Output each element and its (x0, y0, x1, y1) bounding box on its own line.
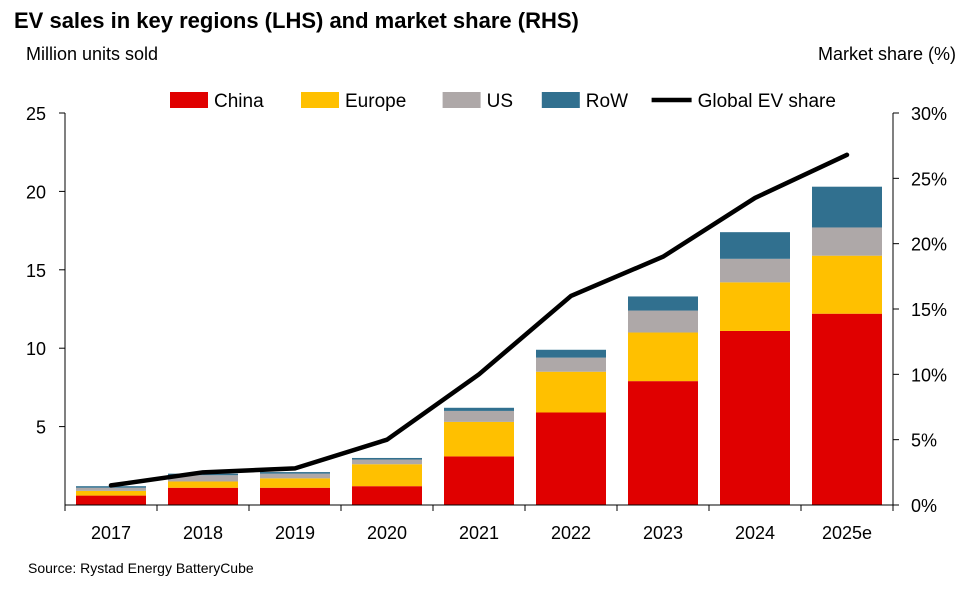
right-axis-tick-label: 0% (911, 496, 937, 516)
right-axis-label: Market share (%) (817, 44, 956, 64)
bar-europe-2019 (260, 478, 330, 488)
bar-row-2024 (720, 232, 790, 259)
bar-china-2018 (168, 487, 238, 505)
x-axis-label: 2020 (367, 523, 407, 543)
bar-china-2021 (444, 456, 514, 505)
right-axis-tick-label: 30% (911, 104, 947, 124)
bar-europe-2017 (76, 490, 146, 496)
bar-europe-2018 (168, 481, 238, 488)
x-axis-label: 2023 (643, 523, 683, 543)
bar-row-2023 (628, 296, 698, 311)
legend-label-china: China (214, 91, 264, 112)
right-axis-tick-label: 20% (911, 235, 947, 255)
bar-us-2023 (628, 310, 698, 333)
bar-china-2022 (536, 412, 606, 505)
left-axis-tick-label: 25 (26, 104, 46, 124)
x-axis-label: 2018 (183, 523, 223, 543)
bar-us-2020 (352, 459, 422, 465)
bar-china-2020 (352, 486, 422, 505)
bar-china-2025e (812, 313, 882, 505)
x-axis-label: 2025e (822, 523, 872, 543)
chart-title: EV sales in key regions (LHS) and market… (14, 8, 579, 33)
bar-us-2024 (720, 258, 790, 283)
right-axis-tick-label: 5% (911, 431, 937, 451)
bar-us-2017 (76, 487, 146, 491)
x-axis-label: 2021 (459, 523, 499, 543)
legend-label-global-ev-share: Global EV share (698, 91, 836, 112)
right-axis-tick-label: 10% (911, 365, 947, 385)
bar-row-2020 (352, 457, 422, 460)
left-axis-tick-label: 5 (36, 418, 46, 438)
legend-swatch-europe (301, 92, 339, 108)
x-axis-label: 2017 (91, 523, 131, 543)
x-axis-label: 2024 (735, 523, 775, 543)
left-axis-tick-label: 15 (26, 261, 46, 281)
legend-swatch-china (170, 92, 208, 108)
bar-europe-2022 (536, 371, 606, 413)
bar-europe-2023 (628, 332, 698, 382)
right-axis-tick-label: 15% (911, 300, 947, 320)
global-ev-share-line (108, 152, 850, 488)
bar-row-2025e (812, 186, 882, 228)
bar-us-2018 (168, 475, 238, 482)
bar-us-2025e (812, 227, 882, 256)
legend-swatch-row (541, 92, 580, 108)
right-axis-tick-label: 25% (911, 169, 947, 189)
source-note: Source: Rystad Energy BatteryCube (28, 560, 254, 576)
bar-row-2022 (536, 349, 606, 358)
bar-europe-2020 (352, 464, 422, 487)
legend-label-europe: Europe (345, 91, 406, 112)
bar-china-2024 (720, 330, 790, 505)
legend-label-us: US (487, 91, 513, 112)
bar-us-2021 (444, 410, 514, 422)
left-axis-tick-label: 10 (26, 339, 46, 359)
bar-row-2019 (260, 472, 330, 474)
bar-europe-2025e (812, 255, 882, 314)
bar-china-2023 (628, 381, 698, 505)
legend-label-row: RoW (586, 91, 628, 112)
left-axis-label: Million units sold (26, 44, 159, 64)
legend-swatch-us (442, 92, 481, 108)
left-axis-tick-label: 20 (26, 182, 46, 202)
bar-europe-2021 (444, 421, 514, 457)
bar-us-2019 (260, 473, 330, 479)
bar-china-2019 (260, 487, 330, 505)
bar-row-2021 (444, 407, 514, 411)
bar-europe-2024 (720, 282, 790, 331)
bar-us-2022 (536, 357, 606, 372)
bar-china-2017 (76, 495, 146, 505)
x-axis-label: 2022 (551, 523, 591, 543)
x-axis-label: 2019 (275, 523, 315, 543)
